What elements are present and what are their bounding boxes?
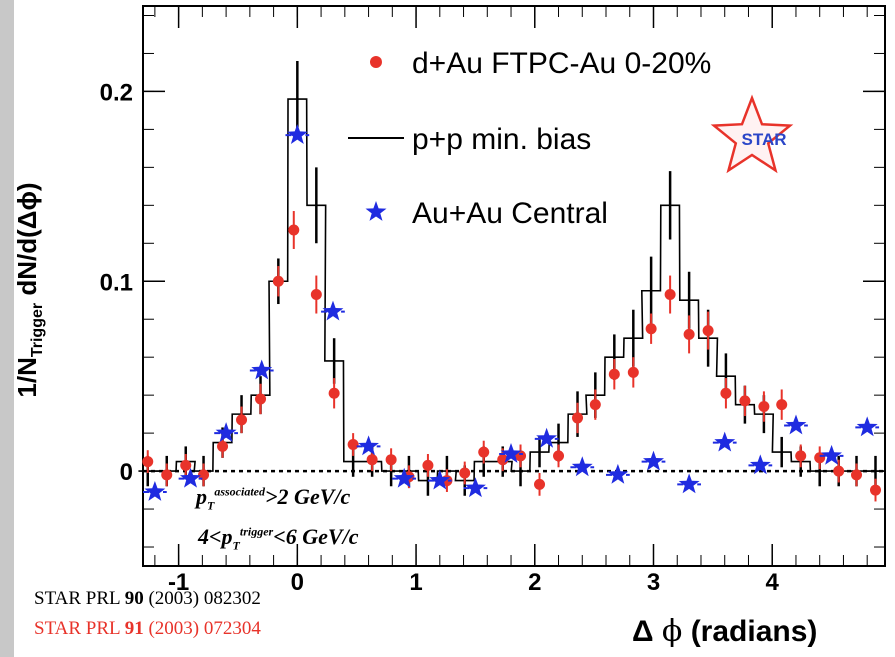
auau-point: [571, 456, 593, 477]
x-tick-label: 2: [528, 569, 541, 596]
reference-prl-91: STAR PRL 91 (2003) 072304: [34, 618, 261, 639]
dau-point: [347, 439, 359, 451]
dau-point: [553, 450, 565, 462]
plot-frame: [142, 5, 886, 567]
legend-label: p+p min. bias: [412, 123, 591, 156]
x-tick-label: -1: [168, 569, 189, 596]
x-tick-label: 0: [291, 569, 304, 596]
dau-point: [198, 469, 210, 481]
star-logo-text: STAR: [741, 130, 786, 149]
legend: d+Au FTPC-Au 0-20% p+p min. bias Au+Au Cen…: [348, 47, 711, 230]
dau-point: [478, 446, 490, 458]
reference-prl-90: STAR PRL 90 (2003) 082302: [34, 588, 261, 609]
dau-point: [161, 469, 173, 481]
auau-point: [180, 467, 201, 488]
x-axis-label: Δ ϕ (radians): [632, 614, 818, 649]
pt-trigger-annotation: 4<pTtrigger<6 GeV/c: [198, 524, 359, 553]
dau-point: [776, 399, 788, 411]
auau-point: [322, 300, 344, 321]
dau-point: [534, 478, 546, 490]
dau-point: [142, 456, 154, 468]
auau-points: [143, 124, 880, 501]
dau-point: [459, 467, 471, 479]
auau-point: [856, 416, 878, 437]
pp-histogram-line: [138, 98, 885, 482]
dau-point: [589, 399, 601, 411]
auau-point: [144, 481, 166, 501]
dau-point: [288, 224, 300, 236]
pt-associated-annotation: pTassociated>2 GeV/c: [196, 484, 351, 513]
dau-point: [683, 328, 695, 340]
dau-point: [310, 289, 322, 301]
auau-point: [749, 454, 771, 475]
auau-point: [785, 414, 807, 435]
dau-point: [795, 450, 807, 462]
dau-point: [180, 459, 192, 471]
auau-point: [643, 450, 664, 471]
auau-point: [714, 431, 736, 452]
x-tick-label: 1: [409, 569, 422, 596]
legend-label: d+Au FTPC-Au 0-20%: [412, 47, 711, 80]
dau-point: [236, 414, 248, 426]
dau-points: [142, 211, 882, 502]
y-axis-label: 1/NTrigger dN/d(Δϕ): [12, 182, 47, 398]
dau-point: [572, 412, 584, 424]
dau-point: [702, 325, 714, 337]
dau-point: [366, 454, 378, 466]
auau-point: [393, 467, 415, 488]
left-gray-strip: [0, 0, 14, 657]
dau-point: [385, 454, 397, 466]
dau-point: [851, 469, 863, 481]
auau-point: [821, 444, 842, 465]
auau-point: [215, 422, 237, 442]
auau-point: [465, 477, 486, 498]
dau-point: [720, 387, 732, 399]
auau-point: [500, 443, 522, 463]
legend-label: Au+Au Central: [412, 197, 608, 230]
auau-point: [286, 124, 308, 144]
axis-ticks: -1 0 1 2 3 4 0 0.1 0.2: [100, 6, 885, 596]
y-tick-label: 0.2: [100, 79, 133, 106]
auau-point: [251, 359, 273, 380]
auau-point: [607, 463, 629, 484]
dau-point: [497, 454, 509, 466]
dau-point: [739, 395, 751, 407]
y-tick-label: 0: [120, 459, 133, 486]
dau-point: [664, 289, 676, 301]
dau-point: [870, 484, 882, 496]
dau-point: [608, 368, 620, 380]
dau-point: [255, 393, 267, 405]
legend-star-marker: [365, 201, 387, 221]
star-logo: STAR: [710, 94, 794, 174]
y-tick-label: 0.1: [100, 269, 133, 296]
auau-point: [429, 469, 451, 490]
dau-point: [422, 459, 434, 471]
star-logo-shape: [710, 94, 794, 174]
dau-point: [833, 465, 845, 477]
x-tick-label: 4: [766, 569, 780, 596]
dau-point: [758, 401, 770, 413]
dau-point: [627, 366, 639, 378]
x-tick-label: 3: [647, 569, 660, 596]
auau-point: [678, 473, 700, 494]
dau-point: [645, 323, 657, 335]
dau-point: [272, 275, 284, 287]
auau-point: [536, 427, 558, 448]
legend-circle-marker: [370, 56, 382, 68]
dau-point: [328, 387, 340, 399]
auau-point: [358, 435, 379, 456]
dau-point: [217, 440, 229, 452]
